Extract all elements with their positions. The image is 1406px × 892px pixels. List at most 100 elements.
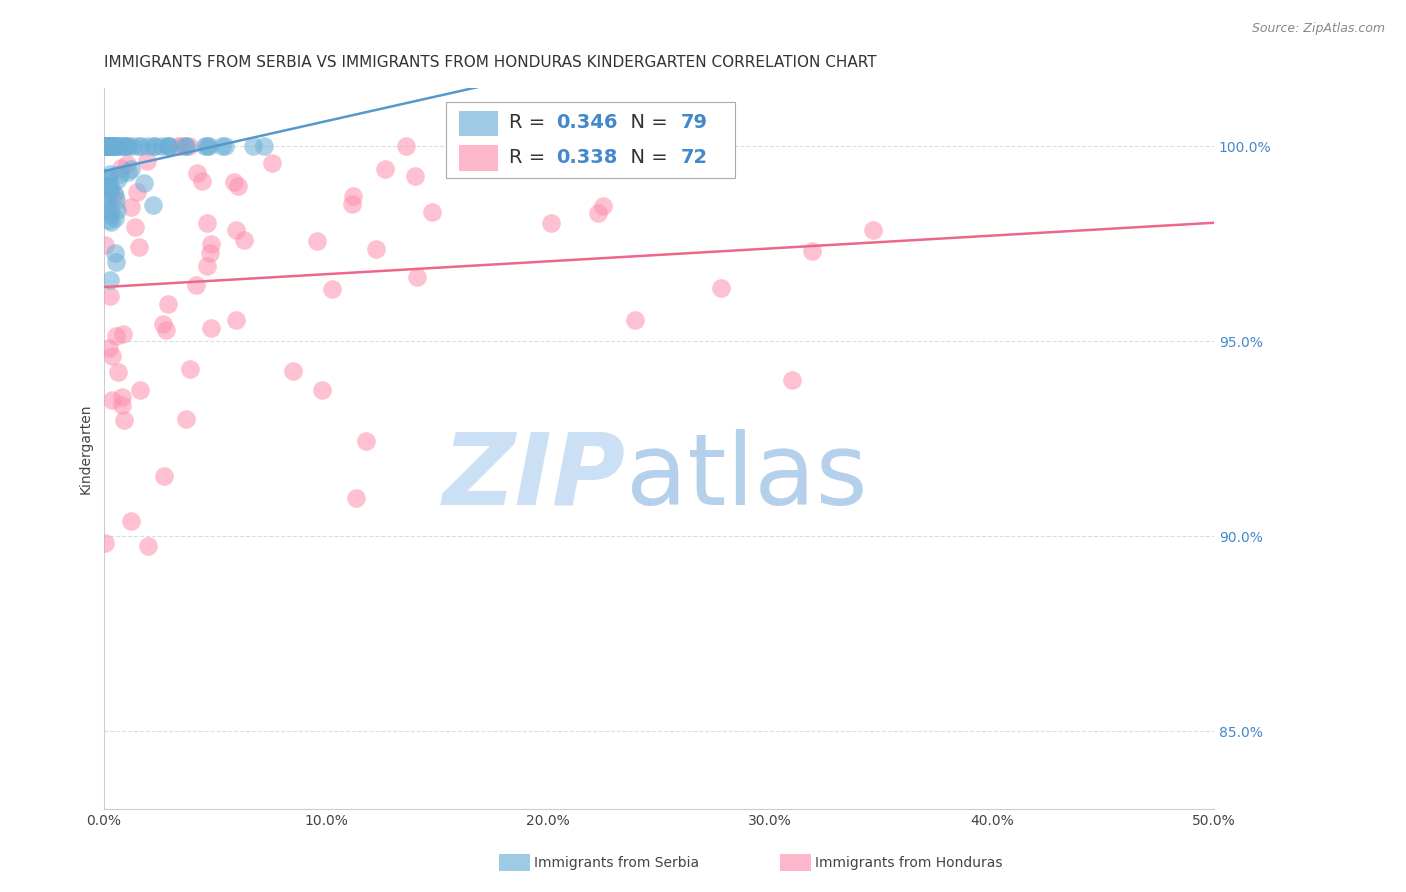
Point bbox=[157, 139, 180, 153]
Point bbox=[186, 278, 208, 293]
Point bbox=[226, 178, 249, 193]
Text: Immigrants from Honduras: Immigrants from Honduras bbox=[815, 855, 1002, 870]
Point bbox=[97, 139, 120, 153]
Text: R =: R = bbox=[509, 148, 551, 167]
Point bbox=[404, 169, 426, 184]
Point bbox=[174, 139, 197, 153]
Point bbox=[105, 193, 128, 207]
Point bbox=[177, 139, 200, 153]
Point bbox=[94, 139, 117, 153]
Point bbox=[344, 491, 367, 505]
Point bbox=[94, 139, 117, 153]
Point bbox=[115, 157, 138, 171]
Point bbox=[167, 139, 190, 153]
Point bbox=[194, 139, 217, 153]
Point bbox=[96, 139, 118, 153]
Point bbox=[97, 139, 120, 153]
Point bbox=[128, 383, 150, 397]
Point bbox=[186, 166, 208, 180]
Text: Immigrants from Serbia: Immigrants from Serbia bbox=[534, 855, 699, 870]
Text: IMMIGRANTS FROM SERBIA VS IMMIGRANTS FROM HONDURAS KINDERGARTEN CORRELATION CHAR: IMMIGRANTS FROM SERBIA VS IMMIGRANTS FRO… bbox=[104, 55, 877, 70]
Point bbox=[281, 364, 304, 378]
Point bbox=[142, 139, 165, 153]
Point bbox=[96, 139, 118, 153]
Point bbox=[98, 206, 121, 220]
Point bbox=[128, 239, 150, 253]
Point bbox=[134, 176, 156, 190]
Text: 79: 79 bbox=[682, 113, 709, 132]
Point bbox=[101, 393, 124, 408]
Point bbox=[222, 175, 245, 189]
Point bbox=[104, 188, 127, 202]
Point bbox=[104, 139, 127, 153]
Point bbox=[94, 196, 117, 211]
Point bbox=[110, 161, 132, 176]
Point bbox=[374, 161, 396, 176]
Point bbox=[111, 398, 134, 412]
Point bbox=[198, 139, 221, 153]
Point bbox=[105, 202, 128, 217]
Point bbox=[136, 539, 159, 553]
Point bbox=[112, 413, 135, 427]
Point bbox=[340, 197, 363, 211]
Point bbox=[114, 139, 136, 153]
Point bbox=[101, 349, 124, 363]
Point bbox=[356, 434, 378, 448]
Point bbox=[103, 186, 125, 201]
Point bbox=[127, 139, 149, 153]
Point bbox=[97, 179, 120, 194]
Point bbox=[101, 139, 124, 153]
Point bbox=[155, 323, 177, 337]
Point bbox=[98, 139, 121, 153]
Text: N =: N = bbox=[619, 113, 673, 132]
Point bbox=[157, 139, 180, 153]
Point bbox=[200, 237, 222, 252]
Point bbox=[800, 244, 823, 259]
Point bbox=[136, 153, 159, 168]
Point bbox=[107, 139, 129, 153]
Point bbox=[710, 281, 733, 295]
Point bbox=[242, 139, 264, 153]
Point bbox=[97, 172, 120, 186]
Point bbox=[111, 326, 134, 341]
Point bbox=[114, 139, 136, 153]
Point bbox=[117, 165, 139, 179]
Point bbox=[195, 216, 218, 230]
Point bbox=[142, 198, 165, 212]
Point bbox=[98, 273, 121, 287]
Point bbox=[94, 237, 117, 252]
Point bbox=[96, 190, 118, 204]
Point bbox=[110, 139, 132, 153]
Point bbox=[366, 242, 388, 256]
Point bbox=[98, 185, 121, 199]
Point bbox=[120, 161, 142, 176]
Point bbox=[125, 185, 148, 199]
Point bbox=[624, 313, 647, 327]
Point bbox=[103, 139, 125, 153]
Point bbox=[98, 139, 121, 153]
Point bbox=[94, 536, 117, 550]
Point bbox=[260, 155, 283, 169]
Point bbox=[94, 139, 117, 153]
Point bbox=[107, 171, 129, 186]
Point bbox=[96, 139, 118, 153]
Point bbox=[107, 139, 129, 153]
Point bbox=[321, 282, 343, 296]
FancyBboxPatch shape bbox=[446, 103, 734, 178]
Point bbox=[121, 139, 143, 153]
Point bbox=[156, 139, 179, 153]
Point bbox=[225, 223, 247, 237]
Point bbox=[110, 168, 132, 182]
Point bbox=[117, 139, 139, 153]
Point bbox=[98, 139, 121, 153]
Text: ZIP: ZIP bbox=[443, 429, 626, 526]
Point bbox=[120, 200, 142, 214]
Point bbox=[540, 216, 562, 230]
Text: atlas: atlas bbox=[626, 429, 868, 526]
Point bbox=[98, 213, 121, 227]
Point bbox=[98, 139, 121, 153]
Point bbox=[98, 139, 121, 153]
Point bbox=[225, 313, 247, 327]
Point bbox=[862, 223, 884, 237]
Point bbox=[120, 514, 142, 528]
